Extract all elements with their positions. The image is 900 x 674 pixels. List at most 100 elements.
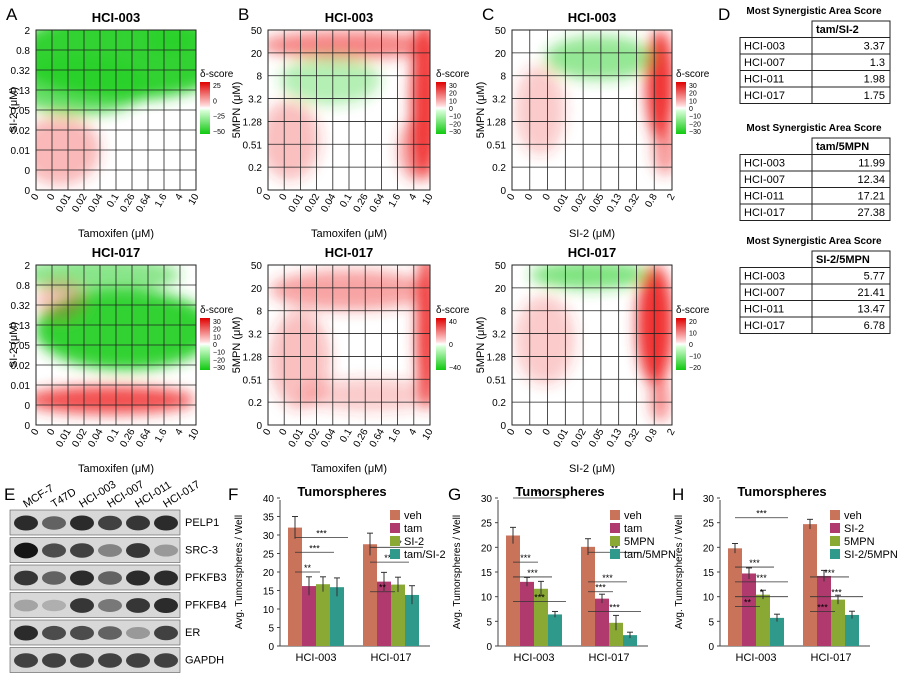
blot-band (42, 625, 66, 641)
y-tick-label: 1.28 (243, 117, 263, 128)
significance-marker: *** (817, 602, 828, 612)
y-tick-label: 0.51 (487, 140, 507, 151)
x-tick-label: 0.02 (70, 192, 89, 215)
blot-band (126, 543, 150, 558)
y-tick-label: 20 (495, 284, 507, 295)
legend-label: veh (844, 510, 862, 522)
synergy-region (637, 265, 672, 385)
blot-band (70, 543, 94, 558)
significance-marker: *** (756, 573, 767, 583)
y-tick-label: 30 (703, 494, 715, 505)
bar (506, 535, 520, 646)
delta-score-tick: −20 (213, 357, 225, 364)
y-tick-label: 40 (263, 494, 275, 505)
synergy-region (515, 65, 565, 155)
x-tick-label: 0.13 (605, 192, 624, 215)
synergy-region (36, 280, 85, 320)
legend-label: 5MPN (624, 536, 655, 548)
x-axis-title: Tamoxifen (μM) (78, 463, 154, 475)
significance-marker: *** (824, 568, 835, 578)
table-row-label: HCI-003 (744, 158, 785, 170)
y-tick-label: 25 (481, 519, 493, 530)
x-tick-label: 4 (407, 192, 420, 203)
delta-score-colorbar (436, 318, 446, 370)
blot-band (98, 653, 122, 668)
legend-label: veh (624, 510, 642, 522)
legend-label: SI-2 (844, 523, 864, 535)
x-tick-label: 0 (523, 192, 536, 203)
x-tick-label: 10 (187, 192, 202, 208)
y-tick-label: 0 (256, 186, 262, 197)
heatmap-title: HCI-017 (92, 245, 140, 260)
x-tick-label: 4 (173, 192, 186, 203)
table-row-label: HCI-017 (744, 90, 785, 102)
delta-score-tick: 0 (689, 342, 693, 349)
blot-strip (9, 619, 181, 646)
delta-score-legend-title: δ-score (676, 305, 710, 316)
blot-band (126, 626, 150, 640)
table-column-header: SI-2/5MPN (816, 254, 870, 266)
protein-label: PFKFB4 (185, 600, 227, 612)
synergy-region (268, 31, 430, 59)
x-tick-label: 0.04 (319, 427, 338, 450)
panel-letter-h: H (672, 485, 684, 504)
x-tick-label: 0.01 (287, 192, 306, 215)
delta-score-colorbar (436, 82, 446, 134)
delta-score-tick: 20 (213, 327, 221, 334)
y-tick-label: 0.51 (487, 375, 507, 386)
heatmap-title: HCI-003 (325, 10, 373, 25)
category-label: HCI-003 (736, 652, 777, 664)
significance-marker: *** (316, 528, 327, 538)
x-tick-label: 1.6 (153, 192, 170, 210)
x-axis-title: SI-2 (μM) (569, 228, 615, 240)
table-row-label: HCI-007 (744, 174, 785, 186)
table-row-label: HCI-011 (744, 191, 784, 203)
legend-label: 5MPN (844, 536, 875, 548)
bar (377, 581, 391, 646)
heatmap-blobs (268, 30, 430, 180)
y-tick-label: 0 (256, 421, 262, 432)
table-value: 17.21 (857, 191, 885, 203)
y-axis-title: Avg. Tumorspheres / Well (674, 515, 685, 629)
blot-band (154, 515, 178, 531)
bar (288, 527, 302, 646)
x-tick-label: 0.64 (368, 427, 387, 450)
x-tick-label: 0.02 (569, 427, 588, 450)
cell-line-label: MCF-7 (21, 483, 56, 511)
y-tick-label: 15 (263, 587, 275, 598)
x-tick-label: 0.01 (54, 192, 73, 215)
blot-band (154, 544, 178, 557)
table-column-header: tam/5MPN (816, 141, 869, 153)
legend-swatch (390, 549, 400, 559)
table-value: 1.75 (864, 90, 885, 102)
blot-band (42, 516, 66, 530)
blot-band (70, 570, 94, 586)
y-axis-title: 5MPN (μM) (231, 317, 243, 373)
y-tick-label: 15 (481, 568, 493, 579)
blot-band (70, 515, 94, 531)
blot-band (126, 570, 150, 586)
significance-marker: *** (520, 553, 531, 563)
x-axis-title: SI-2 (μM) (569, 463, 615, 475)
heatmap-title: HCI-003 (92, 10, 140, 25)
blot-band (42, 543, 66, 558)
y-tick-label: 1.28 (487, 352, 507, 363)
bar (728, 548, 742, 646)
bar (581, 546, 595, 646)
heatmap-frame (511, 29, 673, 191)
score-table: Most Synergistic Area Score tam/SI-2 HCI-0… (739, 6, 891, 104)
y-tick-label: 35 (263, 513, 275, 524)
synergy-region (417, 265, 430, 410)
blot-band (126, 653, 150, 668)
y-tick-label: 20 (263, 568, 275, 579)
y-tick-label: 0 (500, 421, 506, 432)
significance-marker: *** (309, 543, 320, 553)
delta-score-tick: −10 (689, 354, 701, 361)
x-tick-label: 0.64 (368, 192, 387, 215)
table-value: 6.78 (864, 320, 885, 332)
antagonism-region (530, 265, 650, 289)
table-row-label: HCI-017 (744, 320, 785, 332)
